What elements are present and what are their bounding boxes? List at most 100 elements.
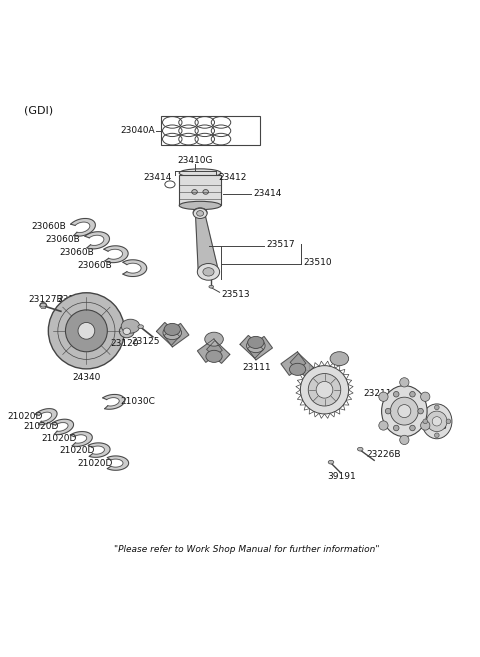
Polygon shape — [195, 214, 219, 272]
Ellipse shape — [138, 325, 144, 328]
Text: 23513: 23513 — [221, 290, 250, 299]
Circle shape — [394, 425, 399, 431]
Polygon shape — [35, 409, 57, 424]
Ellipse shape — [422, 404, 452, 439]
Circle shape — [400, 378, 409, 387]
Polygon shape — [281, 352, 306, 375]
Ellipse shape — [179, 201, 221, 210]
Text: 23125: 23125 — [132, 337, 160, 346]
Circle shape — [316, 382, 333, 398]
Polygon shape — [248, 336, 273, 360]
Ellipse shape — [205, 332, 223, 346]
Ellipse shape — [203, 267, 214, 276]
Polygon shape — [240, 336, 263, 358]
Text: 23127B: 23127B — [28, 295, 63, 304]
Text: 24340: 24340 — [72, 373, 101, 382]
Text: 39190A: 39190A — [314, 380, 348, 390]
Ellipse shape — [358, 447, 363, 451]
Text: 23120: 23120 — [110, 339, 139, 348]
Bar — [179, 175, 221, 206]
Text: 23510: 23510 — [303, 258, 332, 267]
Circle shape — [420, 392, 430, 401]
Bar — [161, 116, 261, 145]
Circle shape — [400, 435, 409, 445]
Polygon shape — [164, 323, 189, 347]
Ellipse shape — [121, 319, 140, 333]
Ellipse shape — [192, 190, 197, 194]
Text: 23060B: 23060B — [46, 235, 80, 244]
Ellipse shape — [330, 351, 348, 366]
Text: 23124B: 23124B — [57, 295, 92, 304]
Polygon shape — [123, 260, 147, 277]
Ellipse shape — [123, 328, 131, 334]
Ellipse shape — [197, 211, 204, 216]
Circle shape — [427, 411, 447, 432]
Circle shape — [390, 397, 418, 425]
Circle shape — [398, 405, 411, 418]
Text: 23414: 23414 — [143, 173, 171, 182]
Text: 23311B: 23311B — [413, 422, 447, 432]
Text: 23060B: 23060B — [77, 261, 112, 270]
Circle shape — [394, 392, 399, 397]
Text: 21020D: 21020D — [77, 459, 113, 468]
Circle shape — [420, 421, 430, 430]
Circle shape — [410, 392, 415, 397]
Text: 39191: 39191 — [327, 472, 356, 481]
Circle shape — [410, 425, 415, 431]
Circle shape — [418, 409, 423, 414]
Ellipse shape — [248, 336, 264, 348]
Polygon shape — [197, 339, 222, 363]
Circle shape — [308, 374, 341, 406]
Ellipse shape — [193, 208, 207, 219]
Text: 23111: 23111 — [242, 363, 271, 372]
Text: 21030C: 21030C — [120, 397, 155, 406]
Circle shape — [434, 433, 439, 438]
Ellipse shape — [328, 461, 334, 464]
Text: 23410G: 23410G — [178, 156, 213, 165]
Polygon shape — [156, 323, 180, 346]
Circle shape — [78, 323, 95, 339]
Ellipse shape — [247, 339, 265, 353]
Polygon shape — [103, 394, 125, 409]
Polygon shape — [206, 340, 230, 363]
Ellipse shape — [382, 386, 427, 437]
Text: 21020D: 21020D — [42, 434, 77, 443]
Polygon shape — [108, 456, 129, 470]
Polygon shape — [290, 353, 313, 376]
Text: (GDI): (GDI) — [24, 106, 53, 116]
Ellipse shape — [179, 169, 221, 177]
Ellipse shape — [289, 363, 306, 375]
Text: 23060B: 23060B — [32, 222, 66, 231]
Text: 23517: 23517 — [266, 240, 295, 248]
Circle shape — [379, 421, 388, 430]
Text: "Please refer to Work Shop Manual for further information": "Please refer to Work Shop Manual for fu… — [114, 545, 379, 554]
Text: 23211B: 23211B — [363, 389, 398, 398]
Text: 23226B: 23226B — [366, 450, 401, 459]
Circle shape — [446, 419, 451, 424]
Ellipse shape — [197, 263, 220, 281]
Text: 21020D: 21020D — [59, 445, 94, 455]
Circle shape — [379, 392, 388, 401]
Text: 23414: 23414 — [253, 189, 282, 198]
Circle shape — [65, 310, 108, 351]
Text: 23412: 23412 — [219, 173, 247, 182]
Ellipse shape — [163, 326, 181, 340]
Circle shape — [385, 409, 391, 414]
Circle shape — [48, 293, 124, 369]
Circle shape — [300, 366, 348, 414]
Text: 21020D: 21020D — [23, 422, 59, 432]
Ellipse shape — [206, 350, 222, 363]
Ellipse shape — [40, 302, 47, 307]
Circle shape — [423, 419, 428, 424]
Polygon shape — [85, 232, 109, 249]
Text: 23060B: 23060B — [60, 248, 94, 257]
Text: 23040A: 23040A — [120, 126, 155, 135]
Text: 21020D: 21020D — [7, 412, 42, 421]
Polygon shape — [88, 443, 110, 457]
Ellipse shape — [164, 323, 180, 336]
Ellipse shape — [209, 285, 214, 288]
Polygon shape — [71, 219, 96, 236]
Polygon shape — [104, 246, 128, 263]
Circle shape — [434, 405, 439, 410]
Polygon shape — [70, 432, 92, 446]
